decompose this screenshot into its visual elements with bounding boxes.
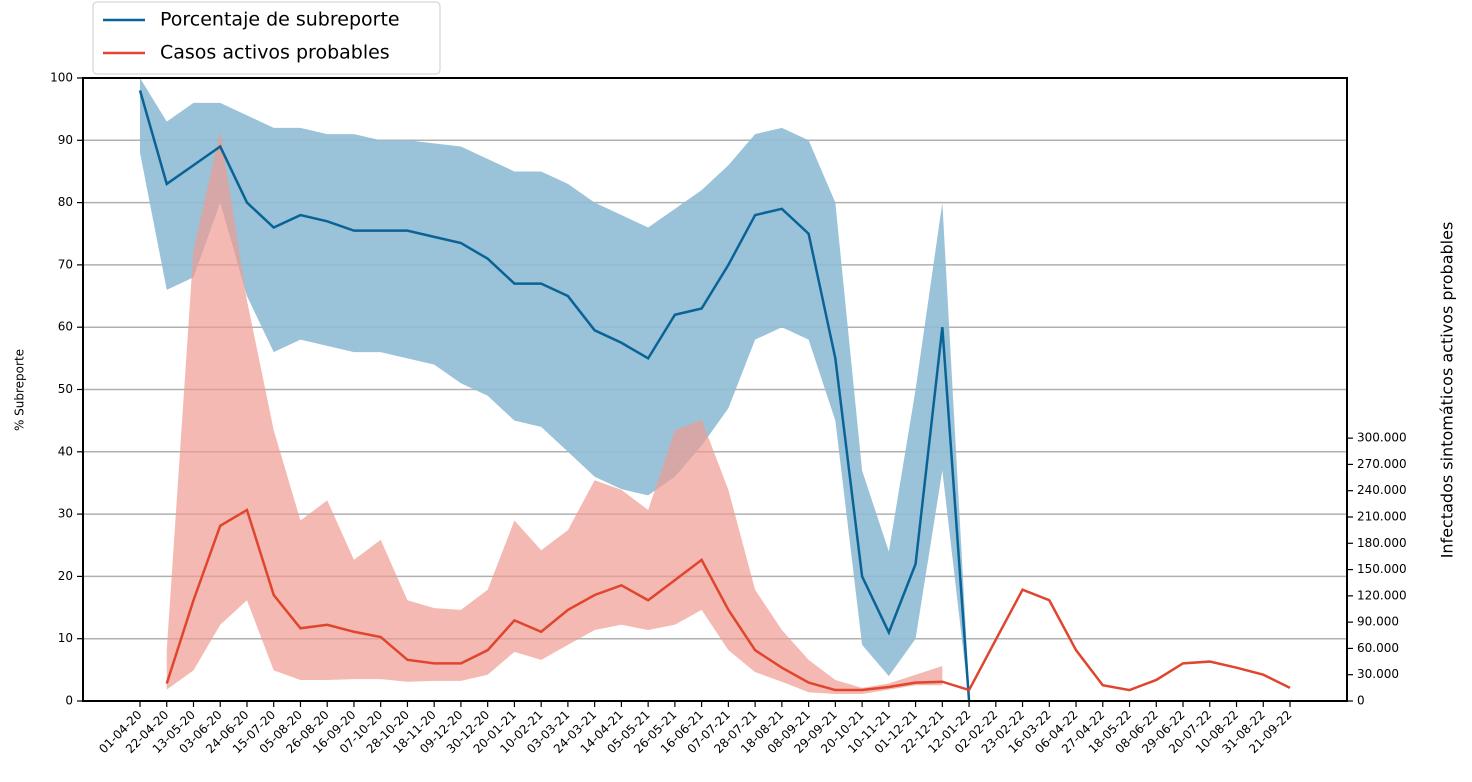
series-line bbox=[165, 508, 1291, 692]
y-tick-label: 10 bbox=[58, 631, 73, 645]
y2-tick-label: 90.000 bbox=[1357, 615, 1399, 629]
y-tick-label: 0 bbox=[65, 694, 73, 708]
y2-axis-label: Infectados sintomáticos activos probable… bbox=[1438, 222, 1457, 559]
y2-tick-label: 270.000 bbox=[1357, 457, 1407, 471]
y-tick-label: 50 bbox=[58, 382, 73, 396]
legend-label: Casos activos probables bbox=[160, 42, 390, 64]
legend-box bbox=[92, 1, 441, 75]
y2-tick-label: 0 bbox=[1357, 694, 1365, 708]
legend-label: Porcentaje de subreporte bbox=[160, 9, 400, 31]
confidence-band bbox=[140, 78, 970, 701]
confidence-band bbox=[166, 131, 943, 694]
y2-tick-label: 120.000 bbox=[1357, 588, 1407, 602]
y-tick-label: 30 bbox=[58, 507, 73, 521]
series-line bbox=[138, 90, 971, 702]
y2-tick-label: 180.000 bbox=[1357, 536, 1407, 550]
y-tick-label: 20 bbox=[58, 569, 73, 583]
y-tick-label: 90 bbox=[58, 133, 73, 147]
y2-tick-label: 30.000 bbox=[1357, 667, 1399, 681]
y2-tick-label: 150.000 bbox=[1357, 562, 1407, 576]
y-tick-label: 70 bbox=[58, 257, 73, 271]
y-tick-label: 60 bbox=[58, 320, 73, 334]
y2-tick-label: 210.000 bbox=[1357, 509, 1407, 523]
y-axis-label: % Subreporte bbox=[13, 349, 27, 431]
y-tick-label: 100 bbox=[50, 71, 73, 85]
y-tick-label: 80 bbox=[58, 195, 73, 209]
y-tick-label: 40 bbox=[58, 444, 73, 458]
plot-frame bbox=[82, 77, 1348, 702]
y2-tick-label: 300.000 bbox=[1357, 431, 1407, 445]
y2-tick-label: 60.000 bbox=[1357, 641, 1399, 655]
y2-tick-label: 240.000 bbox=[1357, 483, 1407, 497]
